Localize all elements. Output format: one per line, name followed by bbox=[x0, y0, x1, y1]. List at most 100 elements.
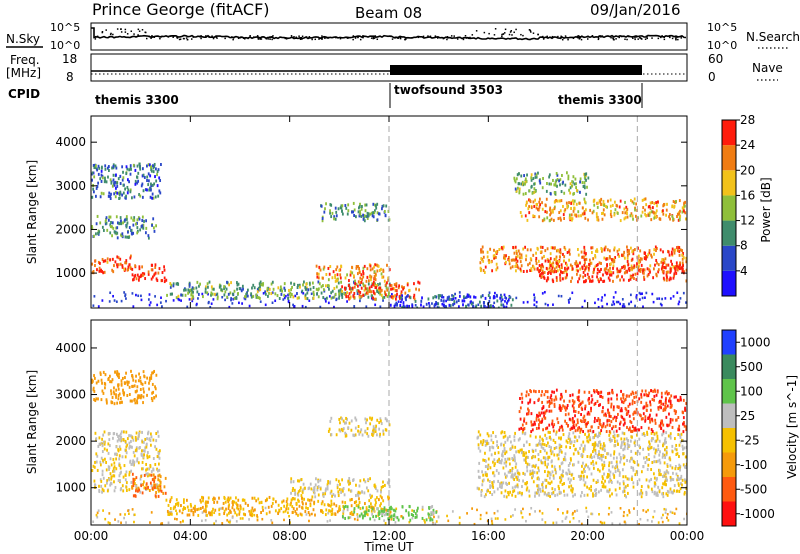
noise-search-dot bbox=[646, 37, 649, 40]
velocity-cell bbox=[134, 401, 137, 405]
power-cell bbox=[598, 261, 601, 265]
power-cell bbox=[351, 286, 354, 290]
power-cell bbox=[362, 272, 365, 276]
power-cell bbox=[161, 279, 163, 283]
velocity-cell bbox=[129, 445, 132, 449]
velocity-cell bbox=[602, 477, 604, 481]
velocity-cell bbox=[658, 470, 661, 474]
velocity-cell bbox=[118, 445, 121, 449]
power-cell bbox=[208, 280, 211, 284]
velocity-cell bbox=[156, 469, 159, 473]
power-cell bbox=[341, 285, 343, 289]
power-cell bbox=[608, 273, 611, 277]
noise-search-dot bbox=[305, 36, 307, 39]
power-cell bbox=[568, 216, 571, 220]
velocity-cell bbox=[482, 478, 485, 482]
velocity-cell bbox=[120, 436, 123, 440]
power-cell bbox=[371, 211, 373, 215]
velocity-cell bbox=[658, 473, 661, 477]
noise-search-dot bbox=[145, 37, 148, 40]
power-cell bbox=[378, 286, 381, 290]
power-cell bbox=[128, 168, 131, 172]
velocity-cell bbox=[630, 449, 633, 453]
velocity-cell bbox=[165, 498, 168, 502]
velocity-cell bbox=[482, 458, 485, 462]
noise-search-dot bbox=[101, 31, 104, 34]
velocity-cell bbox=[190, 504, 192, 508]
power-cell bbox=[379, 292, 382, 296]
power-cell bbox=[681, 249, 683, 253]
power-cell bbox=[114, 180, 117, 184]
power-cell bbox=[137, 179, 140, 183]
power-cell bbox=[107, 175, 109, 179]
power-cell bbox=[196, 290, 199, 294]
power-cell bbox=[603, 248, 606, 252]
velocity-cell bbox=[514, 465, 517, 469]
velocity-cell bbox=[225, 507, 227, 511]
velocity-cell bbox=[143, 486, 146, 490]
velocity-cell bbox=[607, 452, 610, 456]
velocity-cell bbox=[640, 488, 643, 492]
velocity-cell bbox=[365, 486, 368, 490]
power-cell bbox=[347, 284, 350, 288]
noise-search-dot bbox=[216, 37, 218, 39]
velocity-cell bbox=[175, 509, 177, 512]
velocity-cell bbox=[490, 434, 493, 438]
power-cell bbox=[515, 251, 518, 255]
power-cell bbox=[614, 200, 616, 204]
velocity-cell bbox=[484, 465, 487, 469]
power-cell bbox=[556, 259, 558, 263]
power-cell bbox=[577, 214, 580, 218]
power-cell bbox=[156, 279, 159, 283]
noise-search-dot bbox=[635, 36, 638, 38]
velocity-cell bbox=[551, 464, 554, 468]
power-cell bbox=[583, 200, 586, 204]
power-cell bbox=[538, 197, 541, 201]
velocity-cell bbox=[566, 493, 569, 497]
velocity-cell bbox=[297, 493, 300, 497]
velocity-cell bbox=[493, 512, 496, 515]
power-cell bbox=[111, 166, 113, 170]
power-cell bbox=[533, 293, 535, 297]
power-cell bbox=[272, 287, 275, 291]
power-cell bbox=[399, 296, 401, 300]
power-cell bbox=[575, 260, 578, 264]
power-cell bbox=[138, 265, 141, 269]
noise-search-dot bbox=[501, 35, 503, 38]
velocity-cell bbox=[187, 508, 190, 512]
velocity-cell bbox=[372, 509, 375, 513]
power-cell bbox=[638, 298, 641, 301]
velocity-cell bbox=[98, 489, 101, 493]
power-cell bbox=[680, 266, 683, 270]
velocity-cell bbox=[369, 517, 372, 521]
power-cell bbox=[553, 207, 556, 211]
power-cell bbox=[641, 198, 644, 202]
power-cell bbox=[576, 262, 579, 266]
velocity-cell bbox=[142, 387, 145, 391]
power-cell bbox=[646, 255, 649, 259]
velocity-cell bbox=[369, 422, 372, 426]
velocity-cell bbox=[540, 445, 543, 449]
velocity-cell bbox=[145, 468, 147, 472]
power-cell bbox=[600, 278, 602, 282]
velocity-cell bbox=[539, 435, 541, 439]
velocity-cell bbox=[91, 380, 93, 384]
velocity-cell bbox=[156, 485, 159, 489]
velocity-cell bbox=[540, 459, 543, 463]
velocity-cell bbox=[677, 483, 680, 487]
velocity-cell bbox=[113, 489, 116, 493]
velocity-cell bbox=[604, 479, 606, 483]
velocity-cell bbox=[237, 507, 240, 511]
power-cell bbox=[107, 218, 110, 222]
power-cell bbox=[150, 277, 153, 281]
velocity-cell bbox=[119, 401, 121, 405]
power-cell bbox=[509, 266, 512, 270]
velocity-cell bbox=[145, 483, 148, 487]
velocity-cell bbox=[371, 507, 374, 511]
power-cell bbox=[665, 273, 668, 277]
noise-search-dot bbox=[396, 37, 399, 39]
power-cell bbox=[628, 249, 630, 253]
power-cell bbox=[484, 265, 487, 269]
velocity-cell bbox=[513, 435, 516, 439]
velocity-cell bbox=[539, 487, 542, 491]
